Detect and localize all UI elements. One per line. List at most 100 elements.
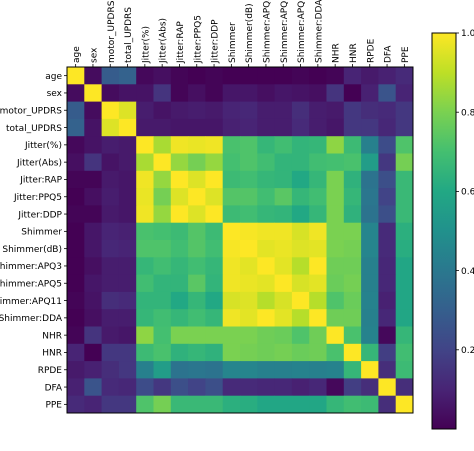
y-tick-label: NHR bbox=[42, 331, 62, 341]
y-tick-label: Jitter:RAP bbox=[19, 176, 62, 186]
heatmap-cell bbox=[136, 240, 154, 258]
heatmap-cell bbox=[291, 153, 310, 172]
heatmap-cell bbox=[153, 188, 172, 206]
heatmap-cell bbox=[274, 118, 293, 137]
heatmap-cell bbox=[84, 84, 102, 102]
heatmap-cell bbox=[361, 378, 379, 397]
heatmap-cell bbox=[257, 118, 275, 137]
heatmap-cell bbox=[257, 274, 275, 293]
x-tick-label: Shimmer(dB) bbox=[245, 3, 255, 63]
heatmap-cell bbox=[326, 101, 345, 120]
heatmap-cell bbox=[118, 240, 137, 258]
heatmap-cell bbox=[309, 257, 327, 275]
y-tick-label: Shimmer:APQ11 bbox=[0, 297, 62, 307]
heatmap-cell bbox=[257, 395, 275, 414]
heatmap-cell bbox=[153, 291, 172, 310]
heatmap-cell bbox=[395, 84, 414, 102]
heatmap-cell bbox=[378, 136, 397, 154]
heatmap-cell bbox=[67, 291, 85, 310]
heatmap-cell bbox=[291, 101, 310, 120]
heatmap-cell bbox=[274, 170, 293, 189]
heatmap-cell bbox=[84, 170, 102, 189]
heatmap-cell bbox=[291, 205, 310, 224]
heatmap-cell bbox=[101, 291, 120, 310]
heatmap-cell bbox=[326, 67, 345, 85]
heatmap-cell bbox=[67, 395, 85, 414]
heatmap-cell bbox=[188, 205, 206, 224]
heatmap-cell bbox=[136, 326, 154, 345]
heatmap-cell bbox=[222, 84, 241, 102]
heatmap-cell bbox=[153, 222, 172, 241]
heatmap-cell bbox=[240, 188, 258, 206]
heatmap-cell bbox=[343, 205, 362, 224]
heatmap-cell bbox=[395, 378, 414, 397]
heatmap-cell bbox=[378, 67, 397, 85]
x-tick-label: Shimmer:APQ5 bbox=[280, 0, 290, 63]
colorbar-tick-label: 0.4 bbox=[461, 267, 474, 277]
heatmap-cell bbox=[378, 257, 397, 275]
heatmap-cell bbox=[170, 343, 189, 362]
heatmap-cell bbox=[136, 361, 154, 379]
heatmap-cell bbox=[309, 309, 327, 327]
heatmap-cell bbox=[153, 118, 172, 137]
heatmap-cell bbox=[170, 118, 189, 137]
heatmap-cell bbox=[205, 84, 224, 102]
heatmap-cell bbox=[84, 101, 102, 120]
heatmap-cell bbox=[240, 101, 258, 120]
heatmap-cell bbox=[395, 205, 414, 224]
heatmap-cell bbox=[153, 257, 172, 275]
heatmap-cell bbox=[326, 309, 345, 327]
heatmap-cell bbox=[118, 361, 137, 379]
heatmap-cell bbox=[170, 188, 189, 206]
heatmap-cell bbox=[343, 291, 362, 310]
heatmap-cell bbox=[257, 361, 275, 379]
heatmap-cell bbox=[395, 326, 414, 345]
heatmap-cell bbox=[153, 170, 172, 189]
heatmap-cell bbox=[343, 309, 362, 327]
heatmap-cell bbox=[205, 153, 224, 172]
heatmap-cell bbox=[343, 84, 362, 102]
heatmap-cell bbox=[67, 222, 85, 241]
heatmap-cell bbox=[343, 188, 362, 206]
heatmap-cell bbox=[326, 188, 345, 206]
heatmap-cell bbox=[205, 136, 224, 154]
heatmap-cell bbox=[101, 101, 120, 120]
heatmap-cell bbox=[222, 67, 241, 85]
heatmap-cell bbox=[188, 326, 206, 345]
heatmap-cell bbox=[361, 153, 379, 172]
heatmap-cell bbox=[136, 205, 154, 224]
heatmap-cell bbox=[153, 378, 172, 397]
heatmap-cell bbox=[274, 361, 293, 379]
y-tick-label: Jitter:DDP bbox=[17, 210, 62, 220]
heatmap-cell bbox=[118, 118, 137, 137]
y-tick-label: Shimmer:APQ5 bbox=[0, 279, 62, 289]
heatmap-cell bbox=[343, 378, 362, 397]
heatmap-cell bbox=[378, 361, 397, 379]
heatmap-cell bbox=[274, 257, 293, 275]
y-tick-label: age bbox=[45, 72, 62, 82]
heatmap-cell bbox=[84, 309, 102, 327]
colorbar bbox=[431, 32, 457, 430]
heatmap-cell bbox=[153, 205, 172, 224]
x-tick-label: Shimmer bbox=[228, 22, 238, 63]
heatmap-cell bbox=[309, 274, 327, 293]
heatmap-cell bbox=[378, 395, 397, 414]
heatmap-cell bbox=[84, 240, 102, 258]
heatmap-cell bbox=[343, 326, 362, 345]
heatmap-cell bbox=[378, 222, 397, 241]
y-tick-label: Shimmer:DDA bbox=[0, 314, 63, 324]
heatmap-cell bbox=[378, 205, 397, 224]
heatmap-cell bbox=[101, 188, 120, 206]
x-tick-label: age bbox=[72, 46, 82, 63]
heatmap-cell bbox=[257, 309, 275, 327]
heatmap-cell bbox=[153, 67, 172, 85]
heatmap-cell bbox=[170, 326, 189, 345]
y-tick-label: DFA bbox=[45, 383, 63, 393]
heatmap-cell bbox=[309, 205, 327, 224]
plot-frame bbox=[66, 66, 414, 414]
heatmap-cell bbox=[326, 257, 345, 275]
heatmap-cell bbox=[188, 118, 206, 137]
heatmap-cell bbox=[188, 257, 206, 275]
heatmap-cell bbox=[257, 240, 275, 258]
heatmap-cell bbox=[67, 240, 85, 258]
